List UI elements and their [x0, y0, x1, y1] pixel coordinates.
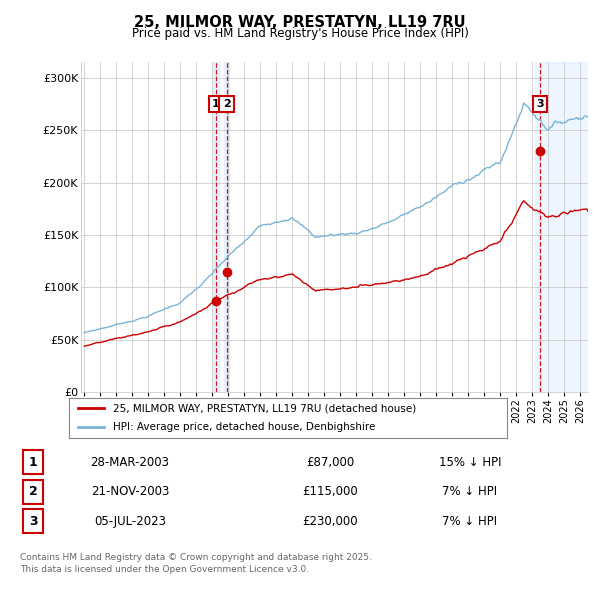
- Text: 1: 1: [212, 99, 220, 109]
- Text: 2: 2: [223, 99, 230, 109]
- Text: Price paid vs. HM Land Registry's House Price Index (HPI): Price paid vs. HM Land Registry's House …: [131, 27, 469, 40]
- Bar: [224, 62, 229, 392]
- Text: 3: 3: [536, 99, 544, 109]
- Text: 25, MILMOR WAY, PRESTATYN, LL19 7RU: 25, MILMOR WAY, PRESTATYN, LL19 7RU: [134, 15, 466, 30]
- Text: 15% ↓ HPI: 15% ↓ HPI: [439, 455, 501, 468]
- Text: 21-NOV-2003: 21-NOV-2003: [91, 485, 169, 498]
- Text: £87,000: £87,000: [306, 455, 354, 468]
- Text: 28-MAR-2003: 28-MAR-2003: [91, 455, 170, 468]
- Text: 1: 1: [29, 455, 37, 468]
- Text: £230,000: £230,000: [302, 514, 358, 527]
- Text: This data is licensed under the Open Government Licence v3.0.: This data is licensed under the Open Gov…: [20, 565, 309, 575]
- Text: 7% ↓ HPI: 7% ↓ HPI: [442, 514, 497, 527]
- Text: Contains HM Land Registry data © Crown copyright and database right 2025.: Contains HM Land Registry data © Crown c…: [20, 553, 372, 562]
- Text: 2: 2: [29, 485, 37, 498]
- Bar: [213, 62, 218, 392]
- Text: 05-JUL-2023: 05-JUL-2023: [94, 514, 166, 527]
- Text: 3: 3: [29, 514, 37, 527]
- Bar: [535, 62, 588, 392]
- Text: £115,000: £115,000: [302, 485, 358, 498]
- Text: HPI: Average price, detached house, Denbighshire: HPI: Average price, detached house, Denb…: [113, 422, 375, 432]
- Text: 7% ↓ HPI: 7% ↓ HPI: [442, 485, 497, 498]
- Text: 25, MILMOR WAY, PRESTATYN, LL19 7RU (detached house): 25, MILMOR WAY, PRESTATYN, LL19 7RU (det…: [113, 403, 416, 413]
